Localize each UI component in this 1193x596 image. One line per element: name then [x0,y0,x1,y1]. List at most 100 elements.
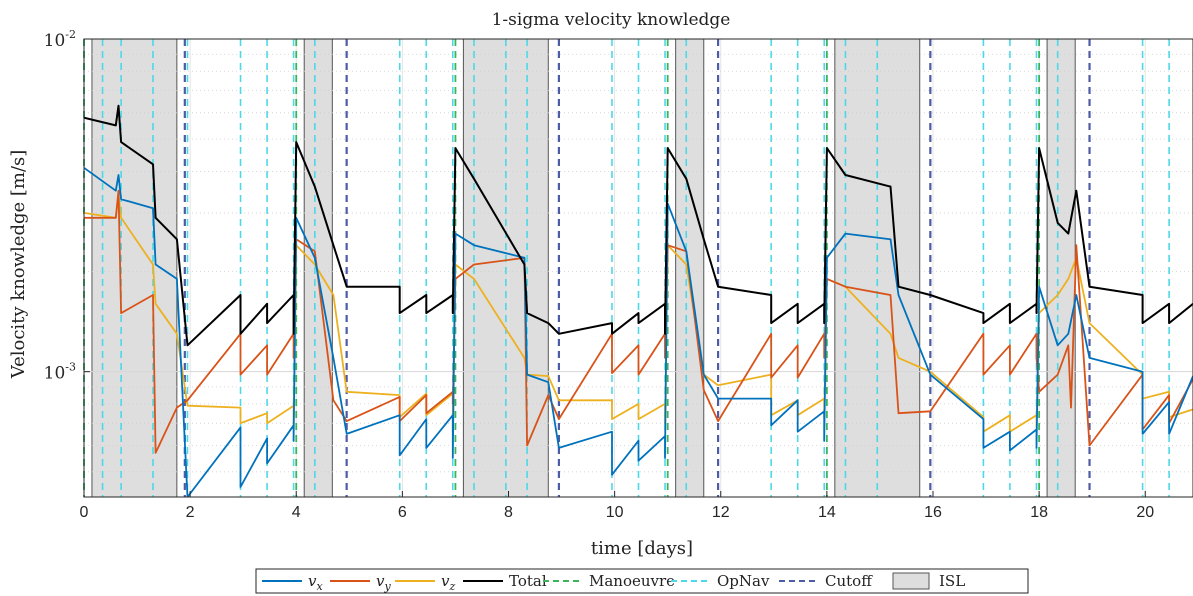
data-point [1168,391,1170,393]
data-point [526,374,528,376]
data-point [1088,322,1091,324]
legend-label-vz: vz [441,572,455,593]
data-point [399,414,401,416]
data-point [637,403,640,405]
data-point [703,374,705,376]
data-point [823,440,825,442]
data-point [452,414,454,416]
data-point [454,147,456,149]
data-point [1057,222,1059,224]
data-point [239,374,242,376]
legend-label-isl: ISL [939,572,965,590]
data-point [717,420,719,422]
data-point [982,418,985,420]
data-point [152,263,154,266]
chart-title: 1-sigma velocity knowledge [492,10,731,30]
data-point [897,286,900,288]
legend-label-manoeuvre: Manoeuvre [589,572,675,590]
data-point [295,141,297,143]
data-point [664,435,666,437]
data-point [1035,303,1038,305]
data-point [425,392,427,395]
x-tick-label: 14 [818,504,836,521]
data-point [982,322,985,324]
data-point [611,322,613,324]
isl-region [91,38,178,498]
data-point [332,357,334,359]
data-point [152,294,154,296]
x-tick-label: 12 [712,504,730,521]
data-point [547,394,549,396]
isl-region [675,38,705,498]
data-point [314,257,316,259]
data-point [425,414,427,416]
data-point [115,190,117,192]
data-point [155,452,157,454]
data-point [826,257,828,259]
data-point [1067,344,1069,346]
data-point [293,440,295,442]
data-point [1070,407,1072,409]
data-point [1088,357,1091,359]
data-point [823,333,825,335]
data-point [611,431,613,433]
data-point [399,312,401,314]
data-point [637,344,640,346]
x-tick-label: 2 [186,504,195,521]
data-point [1057,294,1059,296]
data-point [425,447,427,449]
data-point [1088,444,1091,447]
data-point [664,457,666,459]
data-point [399,396,401,398]
data-point [266,412,268,414]
data-point [823,410,825,412]
series-lines [84,104,1193,497]
data-point [176,333,178,335]
data-point [452,294,454,296]
x-tick-label: 6 [398,504,407,521]
data-point [293,294,295,296]
data-point [115,217,117,219]
data-point [266,422,268,424]
x-tick-label: 0 [80,504,89,521]
data-point [929,410,931,412]
data-point [1009,414,1011,416]
data-point [637,440,640,442]
data-point [332,244,334,246]
data-point [239,333,242,335]
data-point [797,377,799,379]
data-point [1038,391,1040,393]
data-point [117,190,120,192]
data-point [314,250,316,252]
data-point [797,431,799,433]
data-point [664,303,666,305]
axes: 0 2 4 6 8 10 12 14 16 18 20 10-2 10-3 [44,28,1193,521]
data-point [120,312,122,314]
data-point [558,447,560,449]
data-point [547,381,549,383]
x-tick-label: 18 [1030,504,1048,521]
data-point [611,474,613,476]
data-point [547,375,549,377]
data-point [558,418,560,420]
data-point [982,374,985,376]
data-point [266,322,268,324]
data-point [685,178,687,180]
data-point [558,399,560,401]
data-point [770,333,772,335]
data-point [399,394,401,396]
data-point [685,250,687,252]
data-point [115,124,117,126]
data-point [1009,374,1011,376]
data-point [1075,294,1077,296]
data-point [523,357,526,359]
data-point [117,105,120,107]
legend-label-total: Total [509,572,547,590]
data-point [611,333,613,335]
data-point [1075,244,1077,246]
legend-label-vx: vx [308,572,323,593]
data-point [1009,431,1011,433]
data-point [1142,371,1144,373]
data-point [770,294,772,296]
